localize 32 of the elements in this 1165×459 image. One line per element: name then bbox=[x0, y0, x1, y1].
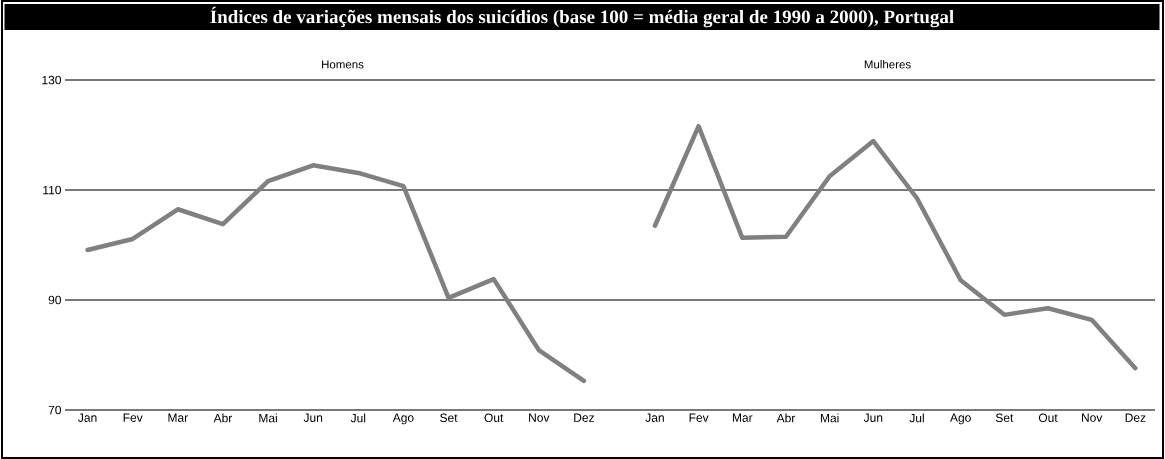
x-tick-label: Jan bbox=[78, 413, 97, 422]
y-tick-label: 110 bbox=[43, 185, 62, 195]
x-tick-label: Nov bbox=[1082, 413, 1103, 422]
line-series bbox=[85, 163, 587, 384]
x-tick-label: Set bbox=[995, 413, 1014, 423]
x-tick-label: Jul bbox=[909, 413, 924, 423]
y-tick-label: 130 bbox=[42, 75, 61, 85]
x-tick-label: Jul bbox=[350, 413, 366, 423]
x-tick-label: Mai bbox=[820, 413, 839, 423]
y-tick-label: 70 bbox=[48, 405, 62, 415]
x-tick-label: Fev bbox=[689, 413, 709, 422]
x-tick-label: Fev bbox=[123, 413, 143, 422]
chart-subtitle: Homens bbox=[322, 60, 364, 69]
x-tick-label: Abr bbox=[213, 413, 233, 423]
x-tick-label: Jun bbox=[303, 413, 323, 422]
y-tick-label: 90 bbox=[48, 295, 62, 305]
x-tick-label: Nov bbox=[529, 413, 550, 422]
x-tick-label: Dez bbox=[1125, 413, 1146, 422]
x-tick-label: Mar bbox=[732, 413, 753, 422]
x-tick-label: Out bbox=[1038, 413, 1058, 423]
chart-title: Índices de variações mensais dos suicídios (base 100 = média geral de 1990 a 2000), Portugal bbox=[210, 6, 954, 28]
x-tick-label: Out bbox=[484, 413, 504, 423]
x-tick-label: Dez bbox=[574, 413, 594, 422]
x-tick-label: Mai bbox=[259, 413, 277, 423]
chart-subtitle: Mulheres bbox=[864, 60, 911, 69]
x-tick-label: Jun bbox=[863, 413, 883, 422]
x-tick-label: Ago bbox=[950, 413, 971, 425]
x-tick-label: Set bbox=[440, 413, 458, 423]
x-tick-label: Mar bbox=[168, 413, 188, 422]
x-tick-label: Abr bbox=[776, 413, 796, 423]
x-tick-label: Jan bbox=[645, 413, 664, 422]
x-tick-label: Ago bbox=[392, 413, 414, 425]
